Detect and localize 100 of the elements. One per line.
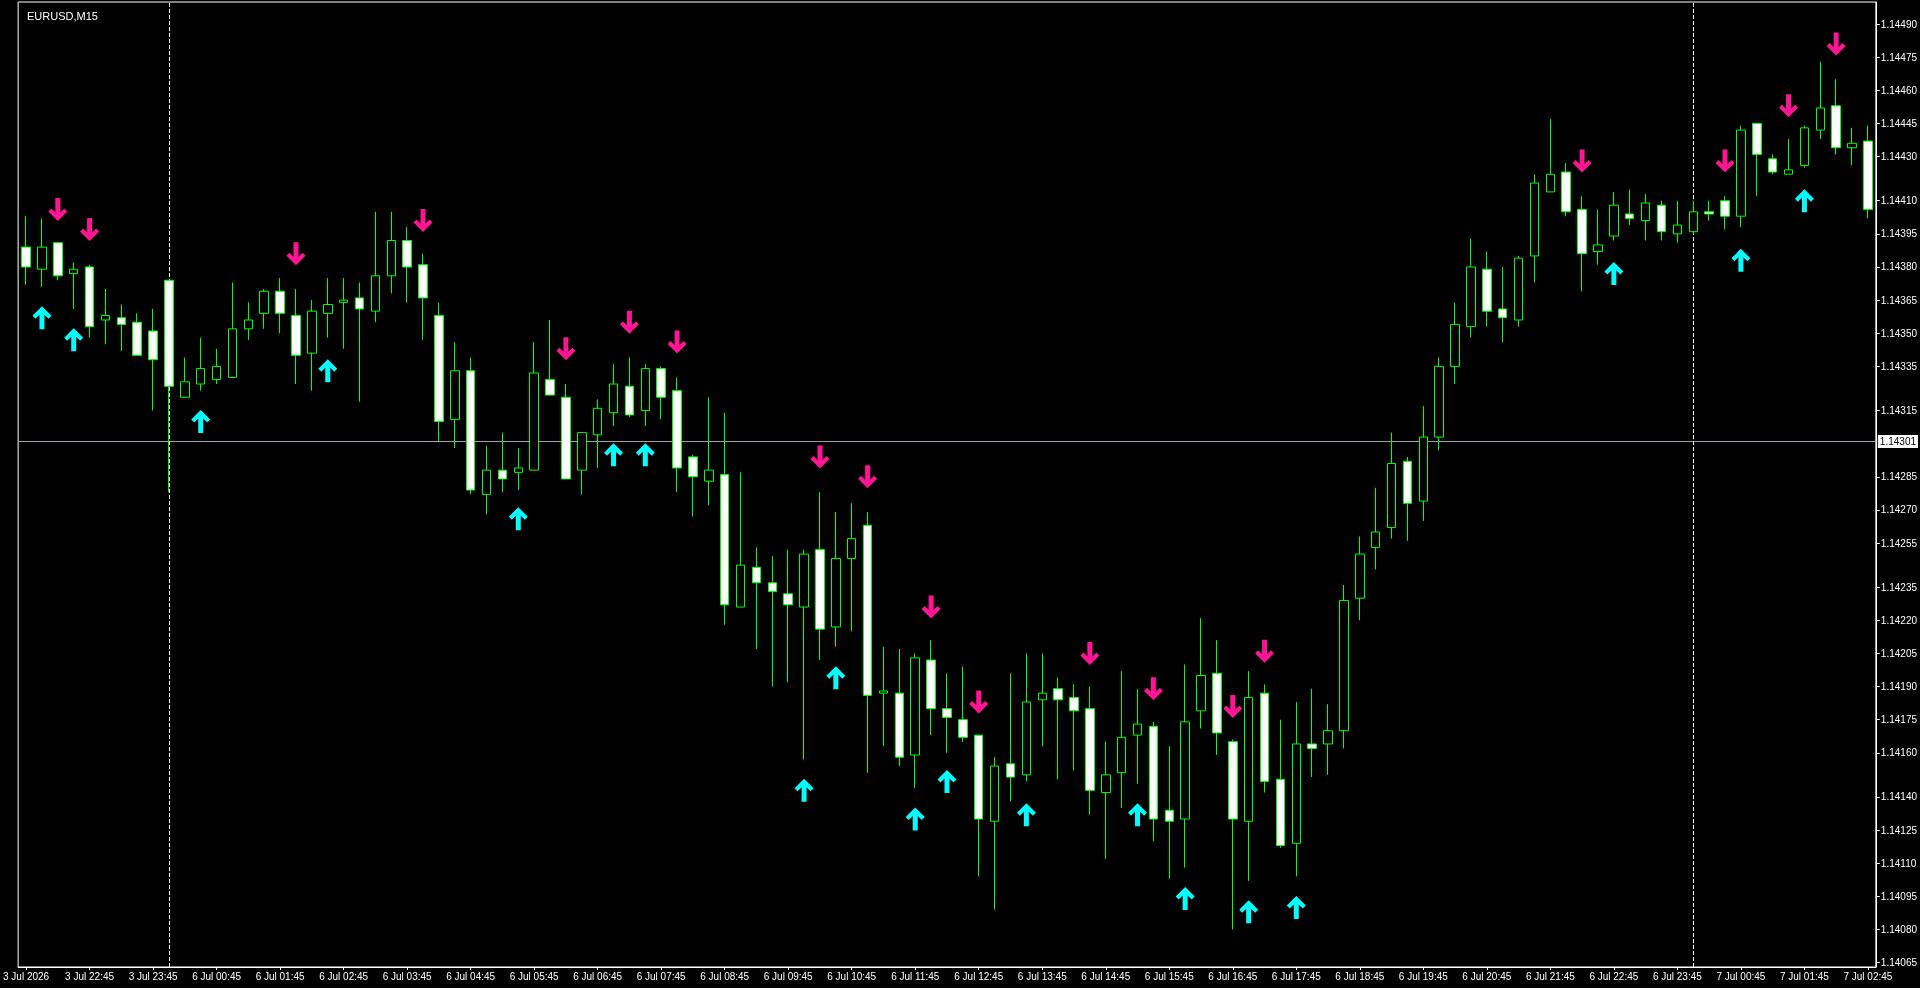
- y-tick-label: 1.14235: [1880, 581, 1918, 593]
- point: [1239, 900, 1259, 924]
- x-tick-label: 7 Jul 00:45: [1716, 970, 1766, 982]
- x-tick-label: 6 Jul 00:45: [192, 970, 242, 982]
- point: [635, 443, 655, 467]
- candlestick: [228, 281, 237, 378]
- candlestick: [1244, 670, 1253, 882]
- point: [619, 310, 639, 334]
- candlestick: [1466, 237, 1476, 339]
- candlestick: [609, 363, 618, 427]
- candlestick: [1419, 405, 1428, 522]
- candlestick: [1863, 125, 1873, 219]
- point: [969, 690, 989, 714]
- x-tick-label: 6 Jul 18:45: [1335, 970, 1385, 982]
- point: [1715, 149, 1735, 173]
- point: [794, 778, 814, 802]
- candlestick: [1577, 195, 1587, 292]
- x-tick-label: 3 Jul 22:45: [65, 970, 115, 982]
- x-tick-label: 6 Jul 22:45: [1589, 970, 1639, 982]
- y-tick-label: 1.14395: [1880, 228, 1918, 240]
- candlestick: [1514, 255, 1523, 328]
- x-tick-label: 7 Jul 01:45: [1779, 970, 1830, 982]
- candlestick: [545, 319, 555, 396]
- x-tick-label: 6 Jul 04:45: [446, 970, 496, 982]
- x-tick-label: 6 Jul 05:45: [509, 970, 560, 982]
- candlestick: [1593, 209, 1603, 266]
- candlestick: [1847, 127, 1857, 166]
- candlestick: [847, 502, 856, 632]
- candlestick: [879, 646, 888, 747]
- candlestick: [101, 288, 110, 345]
- candlestick: [561, 383, 571, 480]
- y-tick-label: 1.14175: [1880, 714, 1918, 726]
- candlestick: [1482, 251, 1492, 328]
- candlestick: [53, 242, 63, 281]
- candlestick: [656, 365, 666, 420]
- candlestick: [275, 277, 285, 334]
- x-tick-label: 6 Jul 11:45: [891, 970, 940, 982]
- candlestick: [1212, 639, 1222, 756]
- point: [937, 770, 957, 794]
- y-tick-label: 1.14110: [1880, 857, 1917, 869]
- point: [1255, 639, 1275, 663]
- point: [32, 306, 52, 330]
- x-tick-label: 6 Jul 02:45: [319, 970, 369, 982]
- y-tick-label: 1.14220: [1880, 614, 1918, 626]
- point: [1572, 149, 1592, 173]
- y-tick-label: 1.14080: [1880, 923, 1918, 935]
- candlestick: [895, 648, 904, 767]
- candlestick: [1752, 122, 1762, 197]
- candlestick: [752, 546, 761, 650]
- candlestick: [69, 262, 78, 310]
- point: [604, 443, 624, 467]
- candlestick: [593, 398, 602, 469]
- candlestick: [1022, 652, 1031, 783]
- point: [667, 330, 687, 354]
- point: [1826, 32, 1846, 56]
- y-tick-label: 1.14205: [1880, 647, 1918, 659]
- candlestick: [1053, 677, 1063, 780]
- x-tick-label: 6 Jul 21:45: [1525, 970, 1576, 982]
- candlestick: [1165, 745, 1174, 880]
- x-tick-label: 6 Jul 19:45: [1398, 970, 1449, 982]
- candlestick: [482, 445, 491, 515]
- candlestick: [1625, 189, 1634, 226]
- candlestick: [736, 471, 745, 608]
- point: [858, 465, 878, 489]
- candlestick: [1784, 138, 1793, 175]
- candlestick: [1117, 670, 1126, 809]
- point: [905, 807, 925, 831]
- candlestick: [1307, 688, 1317, 778]
- x-tick-label: 6 Jul 01:45: [255, 970, 306, 982]
- x-tick-label: 6 Jul 09:45: [763, 970, 814, 982]
- candlestick: [1720, 195, 1730, 230]
- candlestick: [942, 672, 952, 754]
- candlestick: [1498, 266, 1507, 343]
- point: [556, 337, 576, 361]
- candlestick: [85, 264, 94, 339]
- candlestick: [21, 215, 31, 286]
- point: [1016, 803, 1036, 827]
- candlestick: [1450, 301, 1460, 385]
- x-tick-label: 3 Jul 23:45: [128, 970, 178, 982]
- x-tick-label: 3 Jul 2026: [2, 970, 50, 982]
- candlestick: [371, 211, 380, 323]
- x-tick-label: 6 Jul 20:45: [1462, 970, 1512, 982]
- candlestick: [450, 341, 460, 449]
- candlestick: [1641, 193, 1650, 241]
- candlestick: [1434, 357, 1444, 451]
- point: [286, 242, 306, 266]
- candlestick: [1339, 584, 1349, 749]
- candlestick: [196, 337, 205, 392]
- y-tick-label: 1.14410: [1880, 195, 1918, 207]
- candlestick: [1069, 683, 1079, 771]
- candlestick: [180, 357, 190, 398]
- y-tick-label: 1.14270: [1880, 504, 1918, 516]
- y-tick-label: 1.14445: [1880, 117, 1918, 129]
- point: [1143, 677, 1163, 701]
- candlestick: [117, 304, 126, 352]
- point: [826, 666, 846, 690]
- candlestick: [1800, 125, 1809, 169]
- candlestick: [625, 357, 634, 418]
- candlestick: [466, 357, 475, 495]
- candlestick: [323, 277, 333, 339]
